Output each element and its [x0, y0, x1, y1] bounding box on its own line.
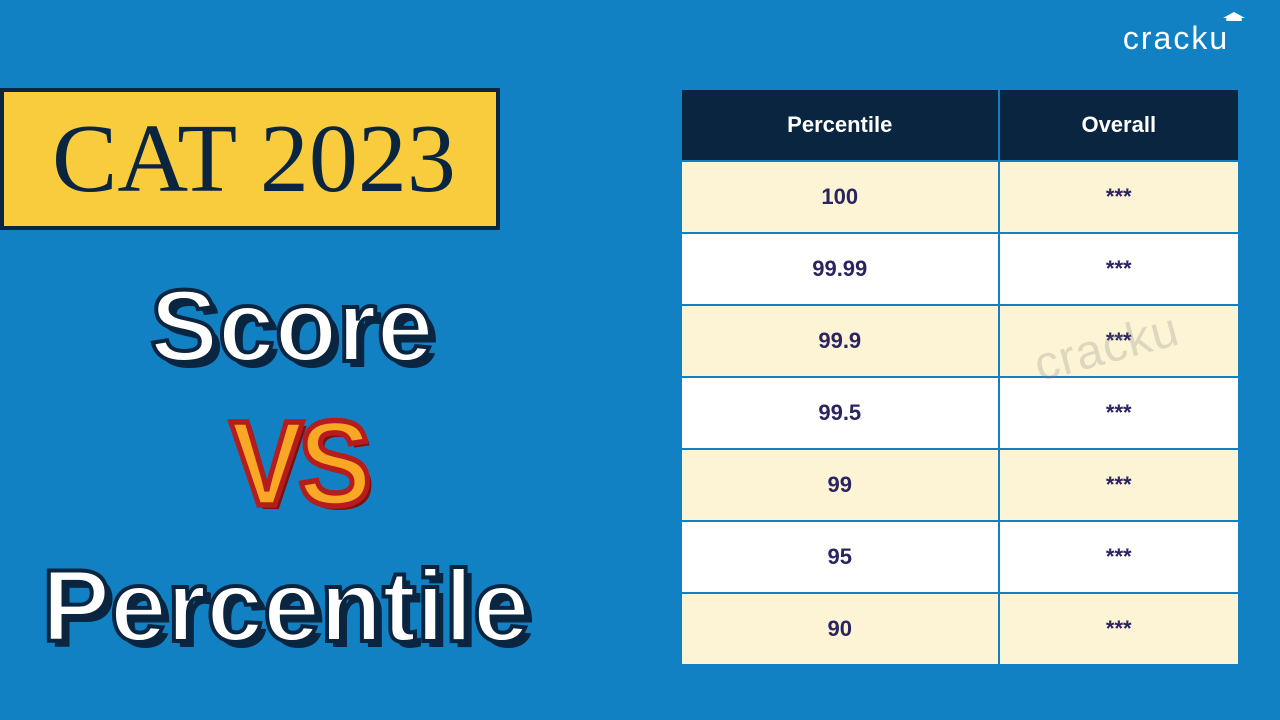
- table-header-percentile: Percentile: [682, 90, 998, 160]
- table-row: 99.5 ***: [682, 378, 1238, 448]
- score-heading: Score: [150, 268, 434, 385]
- table-row: 95 ***: [682, 522, 1238, 592]
- cell-percentile: 99.99: [682, 234, 998, 304]
- table-row: 99.99 ***: [682, 234, 1238, 304]
- cell-percentile: 95: [682, 522, 998, 592]
- table-row: 90 ***: [682, 594, 1238, 664]
- logo-cap-icon: [1229, 20, 1240, 57]
- cell-overall: ***: [1000, 162, 1238, 232]
- cell-overall: ***: [1000, 234, 1238, 304]
- score-table-container: Percentile Overall 100 *** 99.99 *** 99.…: [680, 88, 1240, 666]
- cell-overall: ***: [1000, 378, 1238, 448]
- cell-percentile: 99.5: [682, 378, 998, 448]
- logo-text: cracku: [1123, 20, 1229, 57]
- cell-percentile: 100: [682, 162, 998, 232]
- page-title: CAT 2023: [52, 110, 456, 208]
- title-badge: CAT 2023: [0, 88, 500, 230]
- cell-overall: ***: [1000, 594, 1238, 664]
- cell-overall: ***: [1000, 522, 1238, 592]
- table-header-overall: Overall: [1000, 90, 1238, 160]
- percentile-heading: Percentile: [42, 548, 530, 665]
- cell-overall: ***: [1000, 306, 1238, 376]
- table-row: 99 ***: [682, 450, 1238, 520]
- cell-percentile: 99.9: [682, 306, 998, 376]
- brand-logo: cracku: [1123, 20, 1240, 57]
- vs-heading: VS: [230, 394, 367, 534]
- table-header-row: Percentile Overall: [682, 90, 1238, 160]
- score-percentile-table: Percentile Overall 100 *** 99.99 *** 99.…: [680, 88, 1240, 666]
- table-row: 99.9 ***: [682, 306, 1238, 376]
- cell-overall: ***: [1000, 450, 1238, 520]
- table-row: 100 ***: [682, 162, 1238, 232]
- cell-percentile: 90: [682, 594, 998, 664]
- cell-percentile: 99: [682, 450, 998, 520]
